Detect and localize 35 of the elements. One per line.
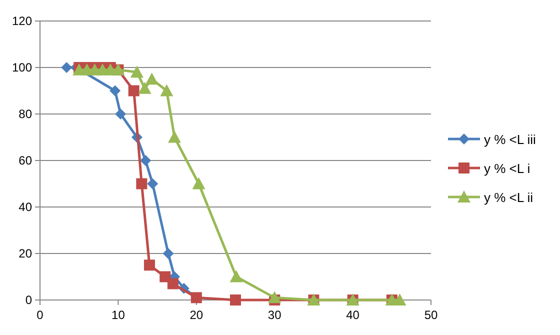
y-tick-label: 120	[12, 14, 32, 28]
legend-label: y % <L ii	[484, 190, 534, 205]
point	[160, 84, 174, 96]
point	[268, 291, 282, 304]
x-tick-label: 20	[190, 308, 204, 322]
point	[138, 82, 152, 94]
x-tick-label: 10	[112, 308, 126, 322]
y-tick-label: 80	[18, 107, 32, 121]
point	[192, 177, 206, 190]
point	[110, 85, 121, 96]
y-tick-label: 60	[18, 154, 32, 168]
point	[61, 62, 72, 73]
x-tick-label: 40	[346, 308, 360, 322]
point	[230, 270, 243, 282]
point	[145, 72, 158, 85]
point	[130, 66, 144, 78]
point	[144, 260, 155, 271]
x-tick-label: 30	[268, 308, 282, 322]
y-tick-label: 20	[18, 246, 32, 260]
point	[136, 178, 148, 190]
point	[115, 108, 126, 120]
y-tick-label: 40	[18, 200, 32, 214]
point	[147, 178, 158, 190]
point	[162, 248, 174, 259]
y-tick-label: 100	[12, 60, 32, 74]
point	[140, 155, 152, 166]
y-tick-label: 0	[25, 293, 32, 307]
x-tick-label: 0	[36, 308, 44, 322]
legend-label: y % <L iii	[484, 132, 536, 147]
x-tick-label: 50	[424, 308, 438, 322]
point	[168, 130, 182, 143]
legend-label: y % <L i	[484, 161, 530, 176]
point	[128, 85, 140, 96]
point	[167, 278, 178, 290]
point	[230, 294, 241, 306]
